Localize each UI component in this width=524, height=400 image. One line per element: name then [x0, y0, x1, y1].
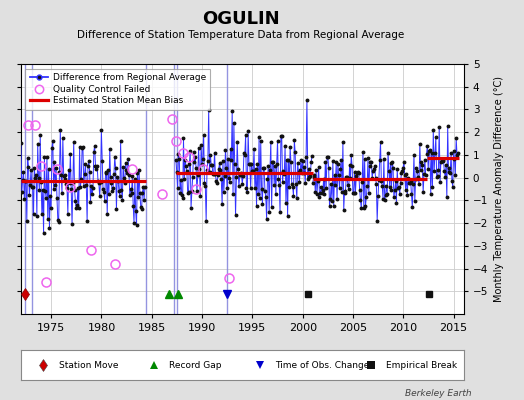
- Text: Empirical Break: Empirical Break: [386, 360, 457, 370]
- Legend: Difference from Regional Average, Quality Control Failed, Estimated Station Mean: Difference from Regional Average, Qualit…: [26, 68, 210, 110]
- Text: Station Move: Station Move: [59, 360, 118, 370]
- Text: OGULIN: OGULIN: [202, 10, 280, 28]
- Text: Time of Obs. Change: Time of Obs. Change: [276, 360, 370, 370]
- Text: Berkeley Earth: Berkeley Earth: [405, 389, 472, 398]
- Y-axis label: Monthly Temperature Anomaly Difference (°C): Monthly Temperature Anomaly Difference (…: [494, 76, 504, 302]
- Text: Difference of Station Temperature Data from Regional Average: Difference of Station Temperature Data f…: [78, 30, 405, 40]
- Text: Record Gap: Record Gap: [169, 360, 222, 370]
